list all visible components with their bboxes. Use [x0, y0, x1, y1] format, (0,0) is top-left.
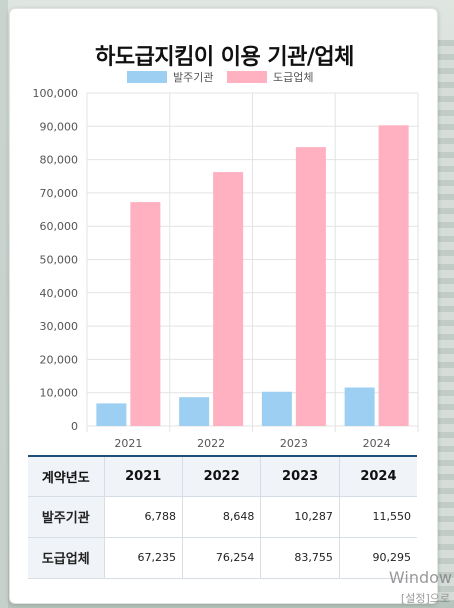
- table-cell: 76,254: [182, 537, 262, 579]
- y-tick-label: 0: [71, 420, 78, 433]
- legend-swatch: [127, 71, 167, 83]
- data-table: 계약년도 2021 2022 2023 2024 발주기관 6,788 8,64…: [28, 455, 417, 579]
- table-header-row: 계약년도 2021 2022 2023 2024: [28, 456, 417, 497]
- table-cell: 83,755: [260, 537, 340, 579]
- bar-contractor: [130, 202, 161, 426]
- windows-watermark: Window: [388, 568, 452, 587]
- table-cell: 8,648: [182, 496, 262, 538]
- x-tick-label: 2024: [363, 437, 391, 450]
- y-tick-label: 70,000: [40, 187, 79, 200]
- table-cell: 10,287: [260, 496, 340, 538]
- y-tick-label: 20,000: [40, 353, 79, 366]
- chart-card: 하도급지킴이 이용 기관/업체 0 10,000 20,000 30,000 40,00…: [9, 8, 438, 604]
- x-tick-label: 2022: [197, 437, 225, 450]
- y-tick-label: 30,000: [40, 320, 79, 333]
- table-cell: 67,235: [104, 537, 183, 579]
- bar-chart: 0 10,000 20,000 30,000 40,000 50,000 60,000 70,…: [33, 71, 419, 450]
- table-header-2022: 2022: [182, 456, 262, 497]
- table-header-2023: 2023: [260, 456, 340, 497]
- x-tick-label: 2023: [280, 437, 308, 450]
- bar-contractor: [378, 125, 409, 426]
- legend-label: 발주기관: [173, 71, 213, 84]
- table-header-year-label: 계약년도: [28, 456, 105, 497]
- y-tick-label: 80,000: [40, 154, 79, 167]
- windows-watermark-sub: [설정]으로: [400, 592, 450, 605]
- chart-title: 하도급지킴이 이용 기관/업체: [95, 45, 354, 70]
- table-cell: 90,295: [339, 537, 417, 579]
- table-cell: 6,788: [104, 496, 183, 538]
- bar-ordering-agency: [344, 387, 375, 426]
- bar-ordering-agency: [96, 403, 127, 426]
- bar-contractor: [213, 172, 244, 426]
- table-header-2021: 2021: [104, 456, 183, 497]
- y-tick-label: 90,000: [40, 120, 79, 133]
- row-label-contractor: 도급업체: [28, 537, 105, 579]
- x-tick-label: 2021: [114, 437, 142, 450]
- table-cell: 11,550: [339, 496, 417, 538]
- y-tick-label: 60,000: [40, 220, 79, 233]
- bar-ordering-agency: [261, 391, 292, 426]
- table-header-2024: 2024: [339, 456, 417, 497]
- legend-label: 도급업체: [273, 71, 313, 84]
- table-row: 도급업체 67,235 76,254 83,755 90,295: [28, 537, 417, 579]
- legend-swatch: [227, 71, 267, 83]
- y-tick-label: 50,000: [40, 254, 79, 267]
- table-row: 발주기관 6,788 8,648 10,287 11,550: [28, 496, 417, 538]
- row-label-ordering-agency: 발주기관: [28, 496, 105, 538]
- y-tick-label: 40,000: [40, 287, 79, 300]
- y-tick-label: 10,000: [40, 387, 79, 400]
- bar-ordering-agency: [179, 397, 210, 426]
- y-tick-label: 100,000: [33, 87, 79, 100]
- bar-contractor: [295, 147, 326, 426]
